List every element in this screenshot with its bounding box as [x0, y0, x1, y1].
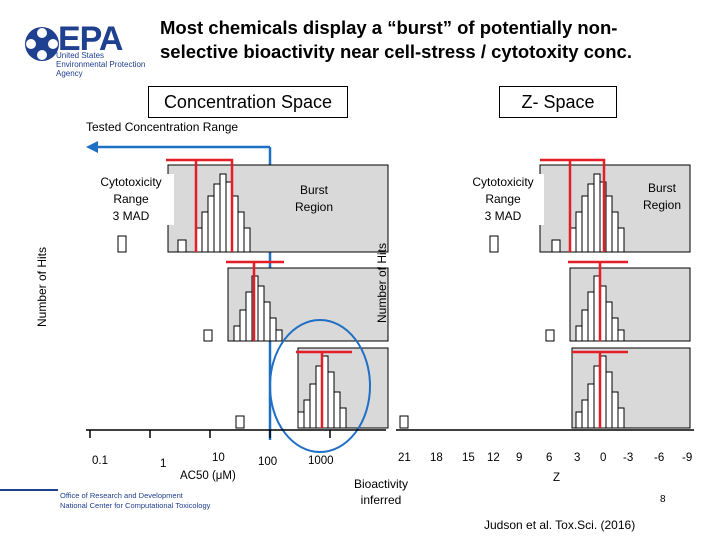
burst-region-left: Burst Region [294, 183, 334, 214]
right-tick-label: 15 [462, 452, 475, 464]
epa-flower-icon [25, 27, 59, 61]
left-y-axis-label: Number of Hits [35, 246, 49, 328]
cytotoxicity-range-left: Cytotoxicity Range 3 MAD [88, 174, 174, 225]
right-histogram-bottom [399, 347, 691, 429]
bioactivity-inferred-label: Bioactivity inferred [353, 477, 409, 507]
right-histogram-middle [545, 260, 691, 342]
epa-wordmark: EPA [58, 20, 123, 58]
left-tick-label: 1000 [308, 455, 334, 467]
agency-name: United States Environmental Protection A… [56, 51, 146, 78]
z-space-box: Z- Space [499, 86, 617, 118]
right-tick-label: 0 [600, 452, 607, 464]
concentration-space-box: Concentration Space [148, 86, 348, 118]
page-title: Most chemicals display a “burst” of pote… [160, 17, 632, 62]
right-tick-label: -3 [623, 452, 634, 464]
left-histogram-bottom [235, 347, 389, 429]
office-footer: Office of Research and Development Natio… [60, 491, 211, 510]
right-x-axis-label: Z [553, 472, 561, 484]
right-y-axis-label: Number of Hits [375, 242, 389, 324]
right-tick-label: 21 [398, 452, 411, 464]
right-tick-label: -9 [682, 452, 693, 464]
left-tick-label: 0.1 [92, 455, 108, 467]
left-x-axis [86, 429, 386, 438]
epa-logo: EPA [22, 20, 152, 78]
cytotoxicity-range-right: Cytotoxicity Range 3 MAD [462, 174, 544, 225]
tested-range-label: Tested Concentration Range [86, 120, 239, 134]
left-tick-label: 100 [258, 456, 278, 468]
citation: Judson et al. Tox.Sci. (2016) [484, 518, 636, 532]
left-tick-label: 1 [160, 458, 167, 470]
right-tick-label: 3 [574, 452, 581, 464]
right-tick-label: 12 [487, 452, 500, 464]
right-tick-label: -6 [654, 452, 665, 464]
right-tick-label: 6 [546, 452, 553, 464]
left-x-axis-label: AC50 (μM) [180, 470, 236, 482]
left-histogram-middle [203, 260, 389, 342]
burst-region-right: Burst Region [642, 181, 682, 212]
left-tick-label: 10 [212, 452, 225, 464]
right-tick-label: 18 [430, 452, 443, 464]
right-tick-label: 9 [516, 452, 523, 464]
page-number: 8 [660, 494, 666, 505]
left-histogram-top [117, 158, 389, 253]
burst-highlight-circle [269, 319, 371, 453]
right-histogram-top [489, 158, 691, 253]
